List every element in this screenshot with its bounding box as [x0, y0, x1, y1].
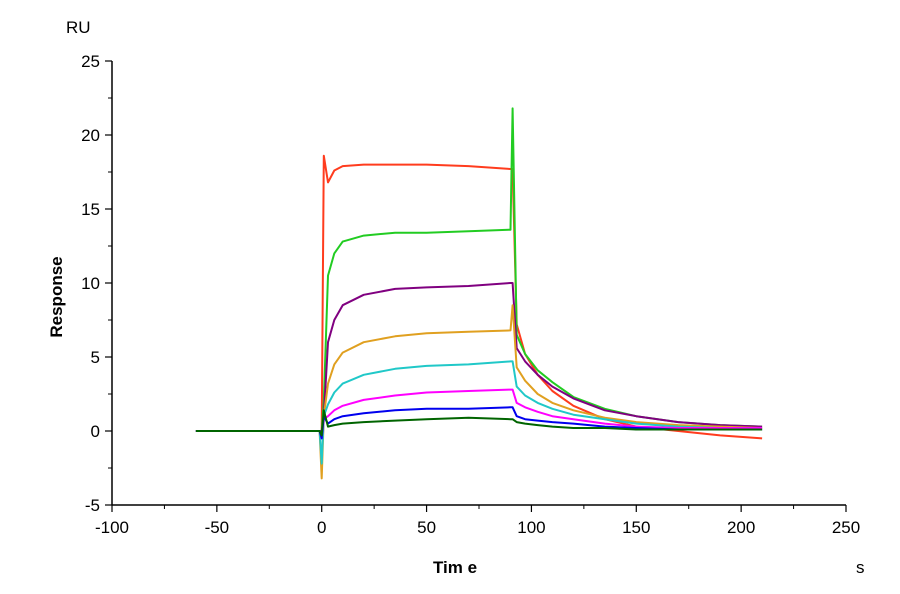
x-tick-label: 200	[727, 518, 755, 537]
series-line-2	[195, 107, 763, 432]
x-tick-label: 50	[417, 518, 436, 537]
y-tick-label: 10	[81, 274, 100, 293]
axes	[111, 61, 846, 506]
y-axis-title: Response	[47, 256, 66, 337]
y-tick-label: 5	[91, 348, 100, 367]
x-tick-label: 0	[317, 518, 326, 537]
series-line-8	[195, 409, 763, 437]
y-tick-label: 25	[81, 52, 100, 71]
x-axis-title: Tim e	[433, 558, 477, 577]
x-tick-label: 150	[622, 518, 650, 537]
y-tick-label: 15	[81, 200, 100, 219]
y-tick-label: 20	[81, 126, 100, 145]
series-line-1	[195, 154, 763, 440]
x-tick-label: -50	[205, 518, 230, 537]
x-tick-label: -100	[95, 518, 129, 537]
series-line-5	[195, 360, 763, 465]
x-unit-label: s	[856, 558, 865, 577]
series-group	[195, 107, 763, 480]
series-line-4	[195, 304, 763, 480]
y-unit-label: RU	[66, 18, 91, 37]
y-tick-label: 0	[91, 422, 100, 441]
y-tick-label: -5	[85, 496, 100, 515]
x-tick-label: 100	[517, 518, 545, 537]
x-tick-label: 250	[832, 518, 860, 537]
